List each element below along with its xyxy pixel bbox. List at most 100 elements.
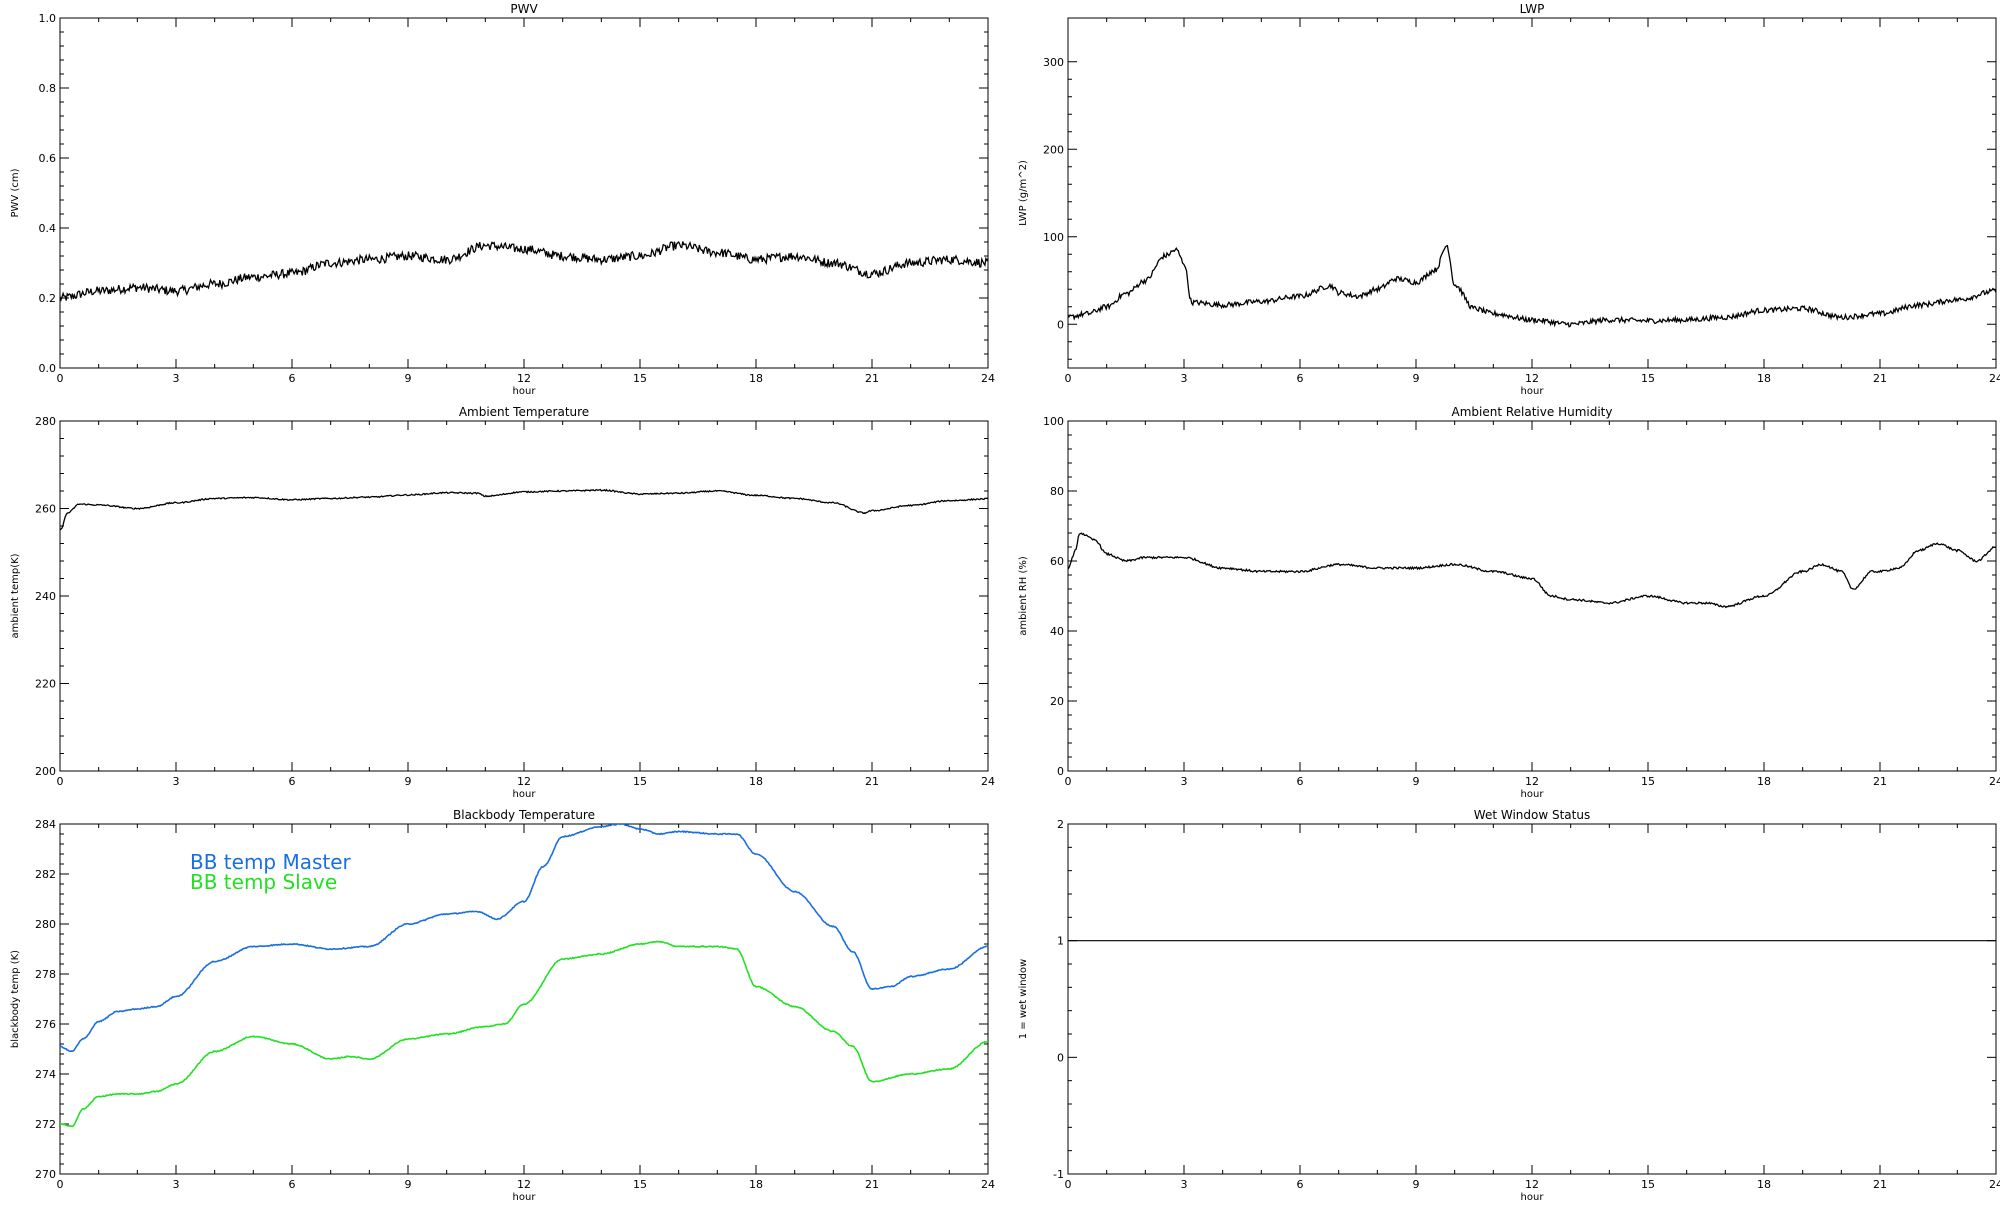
ambient-temp-x-axis-label: hour <box>513 789 537 800</box>
ambient-temp-y-axis-label: ambient temp(K) <box>10 553 21 638</box>
y-tick-label: 200 <box>35 765 56 778</box>
y-tick-label: 280 <box>35 415 56 428</box>
y-tick-label: 284 <box>35 818 56 831</box>
y-tick-label: 272 <box>35 1118 56 1131</box>
y-tick-label: 274 <box>35 1068 56 1081</box>
x-tick-label: 3 <box>1181 1178 1188 1191</box>
x-tick-label: 18 <box>749 372 763 385</box>
x-tick-label: 15 <box>633 1178 647 1191</box>
lwp-panel: LWP 0 3 6 9 12 15 18 21 24 hour 0 100 200 300 LWP (g/m^… <box>1018 2 2000 397</box>
blackbody-temp-panel: Blackbody Temperature 0 3 6 9 12 15 18 21 24 hour 2… <box>10 808 995 1203</box>
x-tick-label: 6 <box>1297 775 1304 788</box>
legend-entry-0: BB temp Master <box>190 850 352 874</box>
lwp-y-axis-label: LWP (g/m^2) <box>1018 160 1029 226</box>
ambient-rh-title: Ambient Relative Humidity <box>1452 405 1613 419</box>
y-tick-label: 2 <box>1057 818 1064 831</box>
blackbody-temp-series-0 <box>60 824 988 1053</box>
y-tick-label: 200 <box>1043 143 1064 156</box>
x-tick-label: 24 <box>1989 775 2000 788</box>
x-tick-label: 0 <box>57 372 64 385</box>
ambient-rh-series-0 <box>1068 532 1996 609</box>
x-tick-label: 6 <box>1297 372 1304 385</box>
blackbody-temp-series-1 <box>60 940 988 1128</box>
x-tick-label: 21 <box>1873 372 1887 385</box>
x-tick-label: 6 <box>289 372 296 385</box>
y-tick-label: 270 <box>35 1168 56 1181</box>
x-tick-label: 9 <box>405 1178 412 1191</box>
x-tick-label: 15 <box>633 775 647 788</box>
x-tick-label: 6 <box>1297 1178 1304 1191</box>
lwp-series-0 <box>1068 244 1996 328</box>
x-tick-label: 18 <box>1757 775 1771 788</box>
ambient-rh-x-axis-label: hour <box>1521 789 1545 800</box>
y-tick-label: 282 <box>35 868 56 881</box>
x-tick-label: 24 <box>981 1178 995 1191</box>
ambient-temp-panel: Ambient Temperature 0 3 6 9 12 15 18 21 24 hour 200… <box>10 405 995 800</box>
ambient-rh-y-axis-label: ambient RH (%) <box>1018 556 1029 636</box>
x-tick-label: 15 <box>633 372 647 385</box>
y-tick-label: 0.4 <box>39 222 57 235</box>
x-tick-label: 9 <box>405 372 412 385</box>
pwv-frame <box>59 17 989 369</box>
x-tick-label: 12 <box>517 372 531 385</box>
x-tick-label: 9 <box>1413 1178 1420 1191</box>
x-tick-label: 6 <box>289 1178 296 1191</box>
y-tick-label: 300 <box>1043 56 1064 69</box>
legend-entry-1: BB temp Slave <box>190 870 337 894</box>
x-tick-label: 3 <box>173 372 180 385</box>
y-tick-label: 240 <box>35 590 56 603</box>
x-tick-label: 21 <box>865 1178 879 1191</box>
x-tick-label: 0 <box>1065 775 1072 788</box>
wet-window-frame <box>1067 823 1997 1175</box>
ambient-rh-panel: Ambient Relative Humidity 0 3 6 9 12 15 18 21 24 h… <box>1018 405 2000 800</box>
wet-window-title: Wet Window Status <box>1474 808 1590 822</box>
y-tick-label: 1.0 <box>39 12 57 25</box>
x-tick-label: 9 <box>405 775 412 788</box>
pwv-panel: PWV 0 3 6 9 12 15 18 21 24 hour 0.0 0.2 0.4 0.6 0.8 1.0 P… <box>10 2 995 397</box>
ambient-rh-frame <box>1067 420 1997 772</box>
ambient-temp-frame <box>59 420 989 772</box>
x-tick-label: 24 <box>1989 372 2000 385</box>
x-tick-label: 3 <box>1181 372 1188 385</box>
y-tick-label: 40 <box>1050 625 1064 638</box>
y-tick-label: 276 <box>35 1018 56 1031</box>
x-tick-label: 3 <box>173 1178 180 1191</box>
x-tick-label: 0 <box>57 1178 64 1191</box>
y-tick-label: 278 <box>35 968 56 981</box>
x-tick-label: 15 <box>1641 775 1655 788</box>
y-tick-label: 260 <box>35 503 56 516</box>
x-tick-label: 18 <box>1757 1178 1771 1191</box>
y-tick-label: 20 <box>1050 695 1064 708</box>
lwp-x-axis-label: hour <box>1521 386 1545 397</box>
x-tick-label: 21 <box>865 775 879 788</box>
ambient-temp-series-0 <box>60 488 988 531</box>
x-tick-label: 21 <box>1873 775 1887 788</box>
lwp-title: LWP <box>1520 2 1545 16</box>
x-tick-label: 18 <box>1757 372 1771 385</box>
y-tick-label: 280 <box>35 918 56 931</box>
blackbody-temp-title: Blackbody Temperature <box>453 808 595 822</box>
y-tick-label: 0.6 <box>39 152 57 165</box>
x-tick-label: 12 <box>1525 1178 1539 1191</box>
wet-window-x-axis-label: hour <box>1521 1192 1545 1200</box>
pwv-y-axis-label: PWV (cm) <box>10 168 21 217</box>
blackbody-temp-y-axis-label: blackbody temp (K) <box>10 950 21 1048</box>
pwv-title: PWV <box>510 2 538 16</box>
x-tick-label: 15 <box>1641 1178 1655 1191</box>
x-tick-label: 21 <box>865 372 879 385</box>
x-tick-label: 9 <box>1413 372 1420 385</box>
y-tick-label: 0 <box>1057 1051 1064 1064</box>
y-tick-label: -1 <box>1053 1168 1064 1181</box>
y-tick-label: 220 <box>35 678 56 691</box>
pwv-series-0 <box>60 240 988 302</box>
y-tick-label: 1 <box>1057 935 1064 948</box>
x-tick-label: 12 <box>517 1178 531 1191</box>
x-tick-label: 24 <box>981 775 995 788</box>
blackbody-temp-x-axis-label: hour <box>513 1192 537 1200</box>
y-tick-label: 0 <box>1057 318 1064 331</box>
x-tick-label: 12 <box>517 775 531 788</box>
y-tick-label: 0.8 <box>39 82 57 95</box>
y-tick-label: 100 <box>1043 231 1064 244</box>
